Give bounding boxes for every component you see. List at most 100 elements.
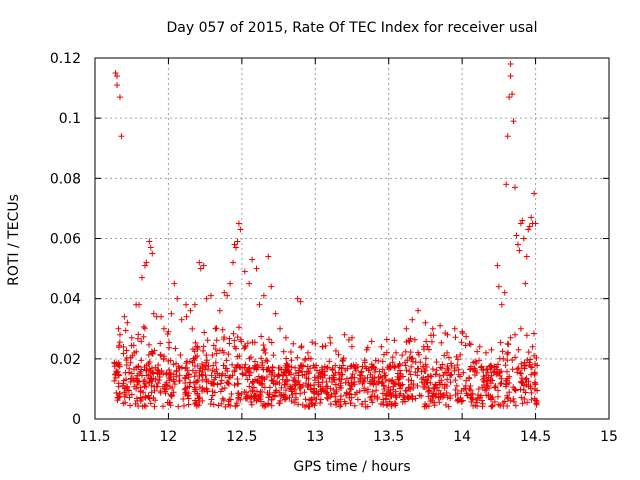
data-point: [528, 364, 535, 371]
data-point: [528, 214, 535, 221]
data-point: [298, 343, 305, 350]
data-point: [447, 392, 454, 399]
data-point: [389, 377, 396, 384]
data-point: [511, 386, 518, 393]
data-point: [258, 375, 265, 382]
data-point: [166, 339, 173, 346]
data-point: [504, 357, 511, 364]
data-point: [290, 340, 297, 347]
data-point: [429, 366, 436, 373]
data-point: [397, 372, 404, 379]
data-point: [253, 388, 260, 395]
data-point: [425, 393, 432, 400]
data-point: [191, 373, 198, 380]
data-point: [192, 339, 199, 346]
data-point: [204, 337, 211, 344]
data-point: [134, 378, 141, 385]
data-point: [238, 391, 245, 398]
y-tick-label: 0.1: [59, 111, 81, 127]
data-point: [213, 337, 220, 344]
data-point: [126, 369, 133, 376]
data-point: [518, 394, 525, 401]
data-point: [504, 368, 511, 375]
data-point: [197, 365, 204, 372]
data-point: [501, 398, 508, 405]
data-point: [437, 364, 444, 371]
data-point: [418, 392, 425, 399]
data-point: [326, 358, 333, 365]
data-point: [138, 357, 145, 364]
data-point: [191, 301, 198, 308]
data-point: [257, 388, 264, 395]
data-point: [451, 364, 458, 371]
data-point: [222, 403, 229, 410]
data-point: [227, 280, 234, 287]
data-point: [332, 393, 339, 400]
data-point: [458, 387, 465, 394]
data-point: [420, 343, 427, 350]
data-point: [519, 217, 526, 224]
data-point: [412, 369, 419, 376]
data-point: [227, 402, 234, 409]
data-point: [265, 394, 272, 401]
data-point: [256, 301, 263, 308]
data-point: [131, 366, 138, 373]
data-point: [395, 363, 402, 370]
data-point: [479, 397, 486, 404]
data-point: [156, 377, 163, 384]
data-point: [515, 346, 522, 353]
data-point: [344, 365, 351, 372]
data-point: [194, 390, 201, 397]
x-tick-label: 12.5: [226, 429, 257, 445]
data-point: [533, 397, 540, 404]
data-point: [493, 364, 500, 371]
data-point: [185, 395, 192, 402]
data-point: [311, 374, 318, 381]
data-point: [329, 367, 336, 374]
data-point: [175, 403, 182, 410]
data-point: [289, 391, 296, 398]
data-point: [463, 377, 470, 384]
data-point: [114, 73, 121, 80]
data-point: [237, 396, 244, 403]
data-point: [226, 340, 233, 347]
data-point: [441, 381, 448, 388]
data-point: [471, 368, 478, 375]
data-point: [335, 399, 342, 406]
data-point: [369, 399, 376, 406]
data-point: [408, 363, 415, 370]
data-point: [172, 345, 179, 352]
data-point: [362, 398, 369, 405]
data-point: [216, 307, 223, 314]
data-point: [343, 375, 350, 382]
data-point: [155, 362, 162, 369]
data-point: [159, 383, 166, 390]
data-point: [189, 367, 196, 374]
data-point: [182, 375, 189, 382]
data-point: [511, 398, 518, 405]
data-point: [292, 382, 299, 389]
data-point: [407, 349, 414, 356]
data-point: [317, 373, 324, 380]
data-point: [183, 313, 190, 320]
data-point: [166, 344, 173, 351]
data-point: [221, 289, 228, 296]
data-point: [145, 394, 152, 401]
data-point: [323, 365, 330, 372]
x-tick-label: 13.5: [373, 429, 404, 445]
data-point: [182, 365, 189, 372]
data-point: [225, 381, 232, 388]
data-point: [491, 368, 498, 375]
data-point: [222, 365, 229, 372]
data-point: [431, 402, 438, 409]
data-point: [120, 400, 127, 407]
data-point: [402, 362, 409, 369]
data-point: [423, 338, 430, 345]
data-point: [280, 348, 287, 355]
data-point: [194, 352, 201, 359]
data-point: [523, 381, 530, 388]
data-point: [411, 336, 418, 343]
data-point: [341, 331, 348, 338]
data-point: [245, 365, 252, 372]
data-point: [268, 402, 275, 409]
